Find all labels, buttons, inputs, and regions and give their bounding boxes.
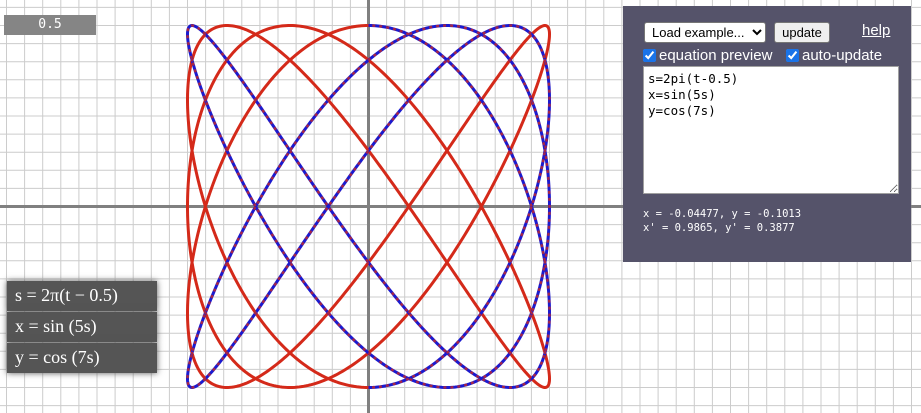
auto-update-toggle[interactable]: auto-update [786, 46, 882, 64]
equation-preview-toggle[interactable]: equation preview [643, 46, 772, 64]
control-panel: Load example... update help equation pre… [623, 6, 911, 262]
help-link[interactable]: help [862, 22, 891, 39]
equation-preview-box-1 [7, 281, 157, 311]
equation-preview-label: equation preview [659, 46, 773, 64]
auto-update-label: auto-update [802, 46, 883, 64]
equation-preview-box-2 [7, 312, 157, 342]
update-button[interactable]: update [774, 22, 830, 43]
derivative-readout: x' = 0.9865, y' = 0.3877 [643, 222, 795, 234]
equation-x: x = sin (5s) [15, 316, 97, 336]
load-example-dropdown[interactable]: Load example... [644, 22, 766, 43]
coordinate-readout: x = -0.04477, y = -0.1013 [643, 208, 802, 220]
equation-s: s = 2π(t − 0.5) [15, 285, 118, 305]
lissajous-curve [186, 24, 551, 389]
equation-preview-box-3 [7, 343, 157, 373]
curve-overlap-dashes [186, 24, 551, 389]
time-value-badge: 0.5 [4, 15, 96, 35]
equation-y: y = cos (7s) [15, 347, 100, 367]
auto-update-checkbox[interactable] [786, 48, 799, 62]
equation-preview-checkbox[interactable] [643, 48, 656, 62]
equation-editor[interactable] [643, 66, 899, 194]
